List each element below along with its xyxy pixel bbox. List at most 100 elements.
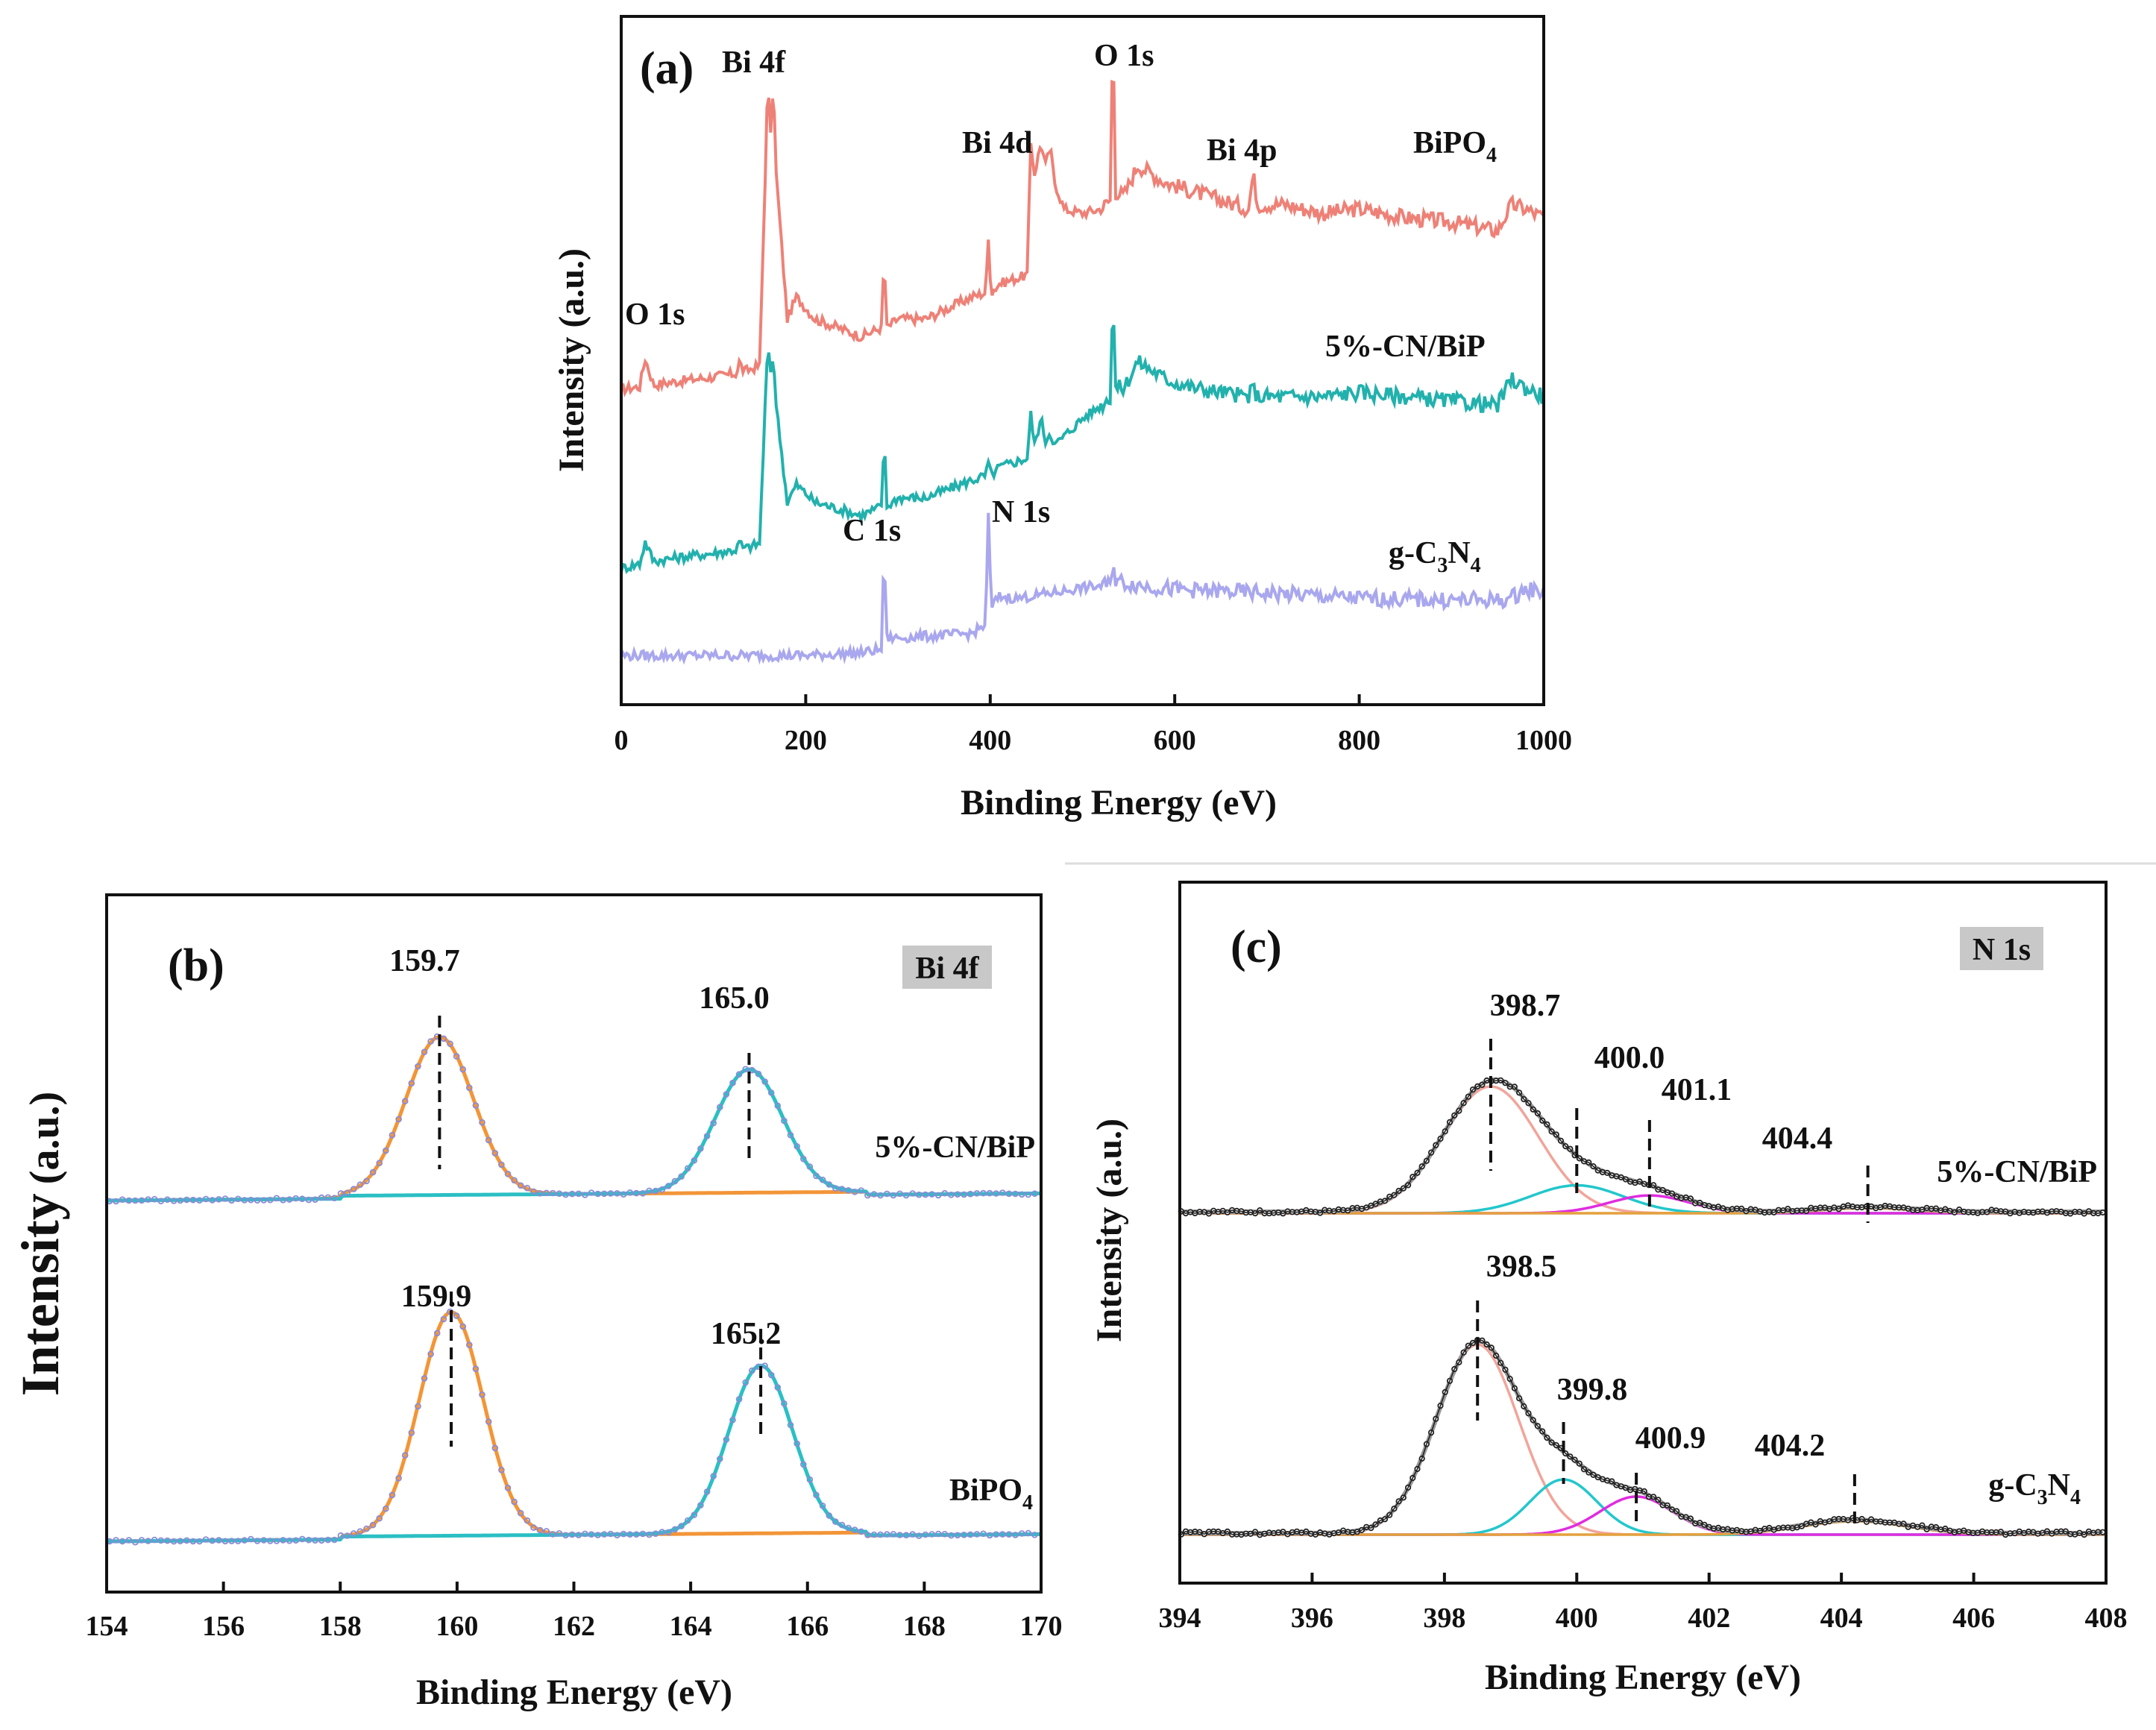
bi4f-data-point: [594, 1190, 601, 1198]
bi4f-data-point: [826, 1512, 832, 1519]
panel-b-tick-label: 158: [319, 1611, 362, 1642]
bi4f-data-point: [961, 1532, 967, 1538]
peak-label: 165.0: [699, 981, 770, 1016]
bi4f-data-point: [632, 1189, 640, 1197]
bi4f-data-point: [999, 1189, 1006, 1196]
bi4f-data-point: [729, 1416, 736, 1424]
bi4f-data-point: [781, 1117, 788, 1124]
anno-n1s: N 1s: [992, 495, 1050, 529]
bi4f-data-point: [710, 1473, 717, 1479]
bi4f-data-point: [433, 1330, 441, 1337]
bi4f-data-point: [305, 1196, 312, 1204]
bi4f-data-point: [697, 1145, 704, 1152]
bi4f-data-point: [1012, 1190, 1019, 1198]
anno-o1s-main: O 1s: [1094, 39, 1154, 73]
label-cnbip-c: 5%-CN/BiP: [1937, 1155, 2097, 1189]
bi4f-data-point: [922, 1191, 929, 1198]
panel-b-tick-label: 164: [670, 1611, 712, 1642]
bi4f-data-point: [459, 1323, 466, 1330]
bi4f-data-point: [389, 1491, 396, 1499]
bi4f-data-point: [511, 1177, 518, 1184]
bi4f-data-point: [562, 1532, 569, 1539]
bi4f-data-point: [761, 1362, 768, 1369]
bi4f-data-point: [517, 1509, 524, 1517]
bi4f-data-point: [344, 1189, 351, 1196]
bi4f-data-point: [582, 1530, 588, 1538]
bi4f-5-2-fit: [107, 1067, 1041, 1203]
peak-label: 400.0: [1594, 1041, 1665, 1075]
bi4f-data-point: [851, 1189, 858, 1195]
bi4f-data-point: [639, 1190, 647, 1197]
bi4f-data-point: [543, 1528, 550, 1535]
anno-o1s-small: O 1s: [625, 298, 685, 332]
bi4f-data-point: [504, 1171, 512, 1177]
bi4f-data-point: [948, 1532, 955, 1539]
bi4f-data-point: [228, 1197, 235, 1204]
bi4f-data-point: [735, 1396, 743, 1403]
bi4f-data-point: [626, 1531, 633, 1538]
bi4f-data-point: [999, 1531, 1006, 1538]
bi4f-data-point: [671, 1177, 679, 1185]
bi4f-data-point: [941, 1531, 949, 1538]
bi4f-7-2-fit: [107, 1035, 1041, 1203]
bi4f-data-point: [1018, 1191, 1025, 1198]
bi4f-data-point: [588, 1531, 595, 1538]
bi4f-data-point: [813, 1172, 820, 1180]
panel-c-tick-label: 400: [1556, 1602, 1598, 1634]
bi4f-data-point: [216, 1537, 222, 1544]
bi4f-data-point: [170, 1538, 177, 1545]
bi4f-data-point: [858, 1187, 865, 1194]
panel-c-tick-label: 398: [1423, 1602, 1465, 1634]
bi4f-data-point: [614, 1532, 620, 1539]
bi4f-data-point: [369, 1521, 377, 1529]
bi4f-data-point: [909, 1190, 916, 1197]
bi4f-data-point: [973, 1531, 981, 1538]
bi4f-data-point: [415, 1063, 421, 1070]
bi4f-data-point: [1005, 1190, 1013, 1198]
bi4f-data-point: [440, 1315, 447, 1323]
peak-label: 398.5: [1486, 1250, 1557, 1284]
bi4f-data-point: [305, 1536, 312, 1544]
n1s-component-1: [1180, 1085, 2106, 1215]
peak-label: 401.1: [1662, 1073, 1732, 1107]
bi4f-data-point: [132, 1197, 139, 1204]
bi4f-data-point: [350, 1186, 357, 1192]
bi4f-data-point: [241, 1197, 248, 1204]
panel-b-region-badge: [902, 946, 992, 989]
bi4f-data-point: [781, 1400, 788, 1407]
bi4f-data-point: [221, 1538, 229, 1545]
bi4f-data-point: [787, 1421, 794, 1429]
bi4f-data-point: [652, 1187, 659, 1195]
bi4f-data-point: [568, 1190, 576, 1198]
bi4f-data-point: [479, 1391, 485, 1398]
bi4f-data-point: [427, 1038, 434, 1045]
bi4f-data-point: [125, 1537, 133, 1544]
bi4f-data-point: [472, 1365, 480, 1372]
bi4f-data-point: [177, 1197, 184, 1204]
bi4f-data-point: [395, 1475, 402, 1482]
bi4f-data-point: [556, 1190, 563, 1197]
bi4f-data-point: [549, 1531, 556, 1538]
bi4f-data-point: [298, 1535, 306, 1543]
bi4f-data-point: [851, 1526, 858, 1533]
panel-a-plot-area: [620, 79, 1545, 665]
bi4f-data-point: [119, 1538, 126, 1545]
bi4f-data-point: [177, 1538, 184, 1545]
bi4f-data-point: [465, 1084, 473, 1091]
bi4f-data-point: [485, 1136, 492, 1144]
bi4f-data-point: [716, 1104, 723, 1110]
bi4f-data-point: [993, 1190, 999, 1197]
bi4f-data-point: [536, 1526, 544, 1534]
bi4f-data-point: [934, 1192, 942, 1199]
panel-b-tick-label: 160: [436, 1611, 478, 1642]
panel-b-frame: [105, 893, 1043, 1594]
bi4f-data-point: [594, 1532, 601, 1538]
bi4f-data-point: [884, 1531, 890, 1538]
bi4f-data-point: [691, 1157, 698, 1164]
bi4f-data-point: [164, 1537, 171, 1544]
bi4f-data-point: [119, 1196, 126, 1203]
bi4f-data-point: [703, 1488, 711, 1495]
bi4f-data-point: [659, 1186, 666, 1193]
